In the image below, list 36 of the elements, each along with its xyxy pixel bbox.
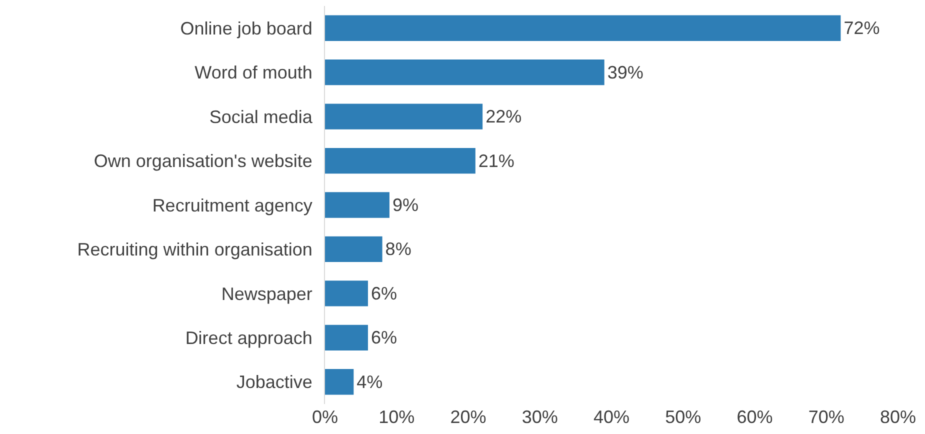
data-label: 39% <box>607 62 644 82</box>
y-tick-label: Direct approach <box>185 328 312 348</box>
data-label: 21% <box>478 150 514 171</box>
data-label: 9% <box>392 195 418 215</box>
x-tick-label: 20% <box>450 407 486 427</box>
bar <box>325 104 483 130</box>
bar <box>325 324 368 350</box>
x-tick-label: 10% <box>378 407 415 427</box>
y-tick-label: Online job board <box>180 18 312 38</box>
x-tick-label: 80% <box>880 407 916 427</box>
x-tick-label: 40% <box>593 407 630 427</box>
bar <box>325 148 476 174</box>
bar <box>325 15 841 41</box>
x-tick-label: 50% <box>665 407 702 427</box>
y-tick-label: Social media <box>209 106 314 127</box>
y-tick-label: Recruitment agency <box>152 195 312 216</box>
bar <box>325 60 604 86</box>
y-tick-label: Jobactive <box>236 372 312 392</box>
y-tick-label: Own organisation's website <box>94 151 312 172</box>
bar <box>325 236 382 262</box>
bar <box>325 369 354 395</box>
data-label: 6% <box>370 283 397 304</box>
y-tick-label: Word of mouth <box>194 62 312 83</box>
data-label: 72% <box>844 18 880 38</box>
data-label: 4% <box>356 372 383 392</box>
data-label: 22% <box>486 106 522 127</box>
x-tick-label: 0% <box>312 407 338 427</box>
x-tick-label: 60% <box>736 407 773 427</box>
bar <box>325 192 390 218</box>
x-tick-label: 30% <box>522 407 558 427</box>
x-tick-label: 70% <box>808 407 844 427</box>
y-tick-label: Recruiting within organisation <box>77 240 312 260</box>
data-label: 8% <box>385 239 412 260</box>
y-tick-label: Newspaper <box>221 284 312 304</box>
data-label: 6% <box>370 328 397 348</box>
bar <box>325 280 368 306</box>
